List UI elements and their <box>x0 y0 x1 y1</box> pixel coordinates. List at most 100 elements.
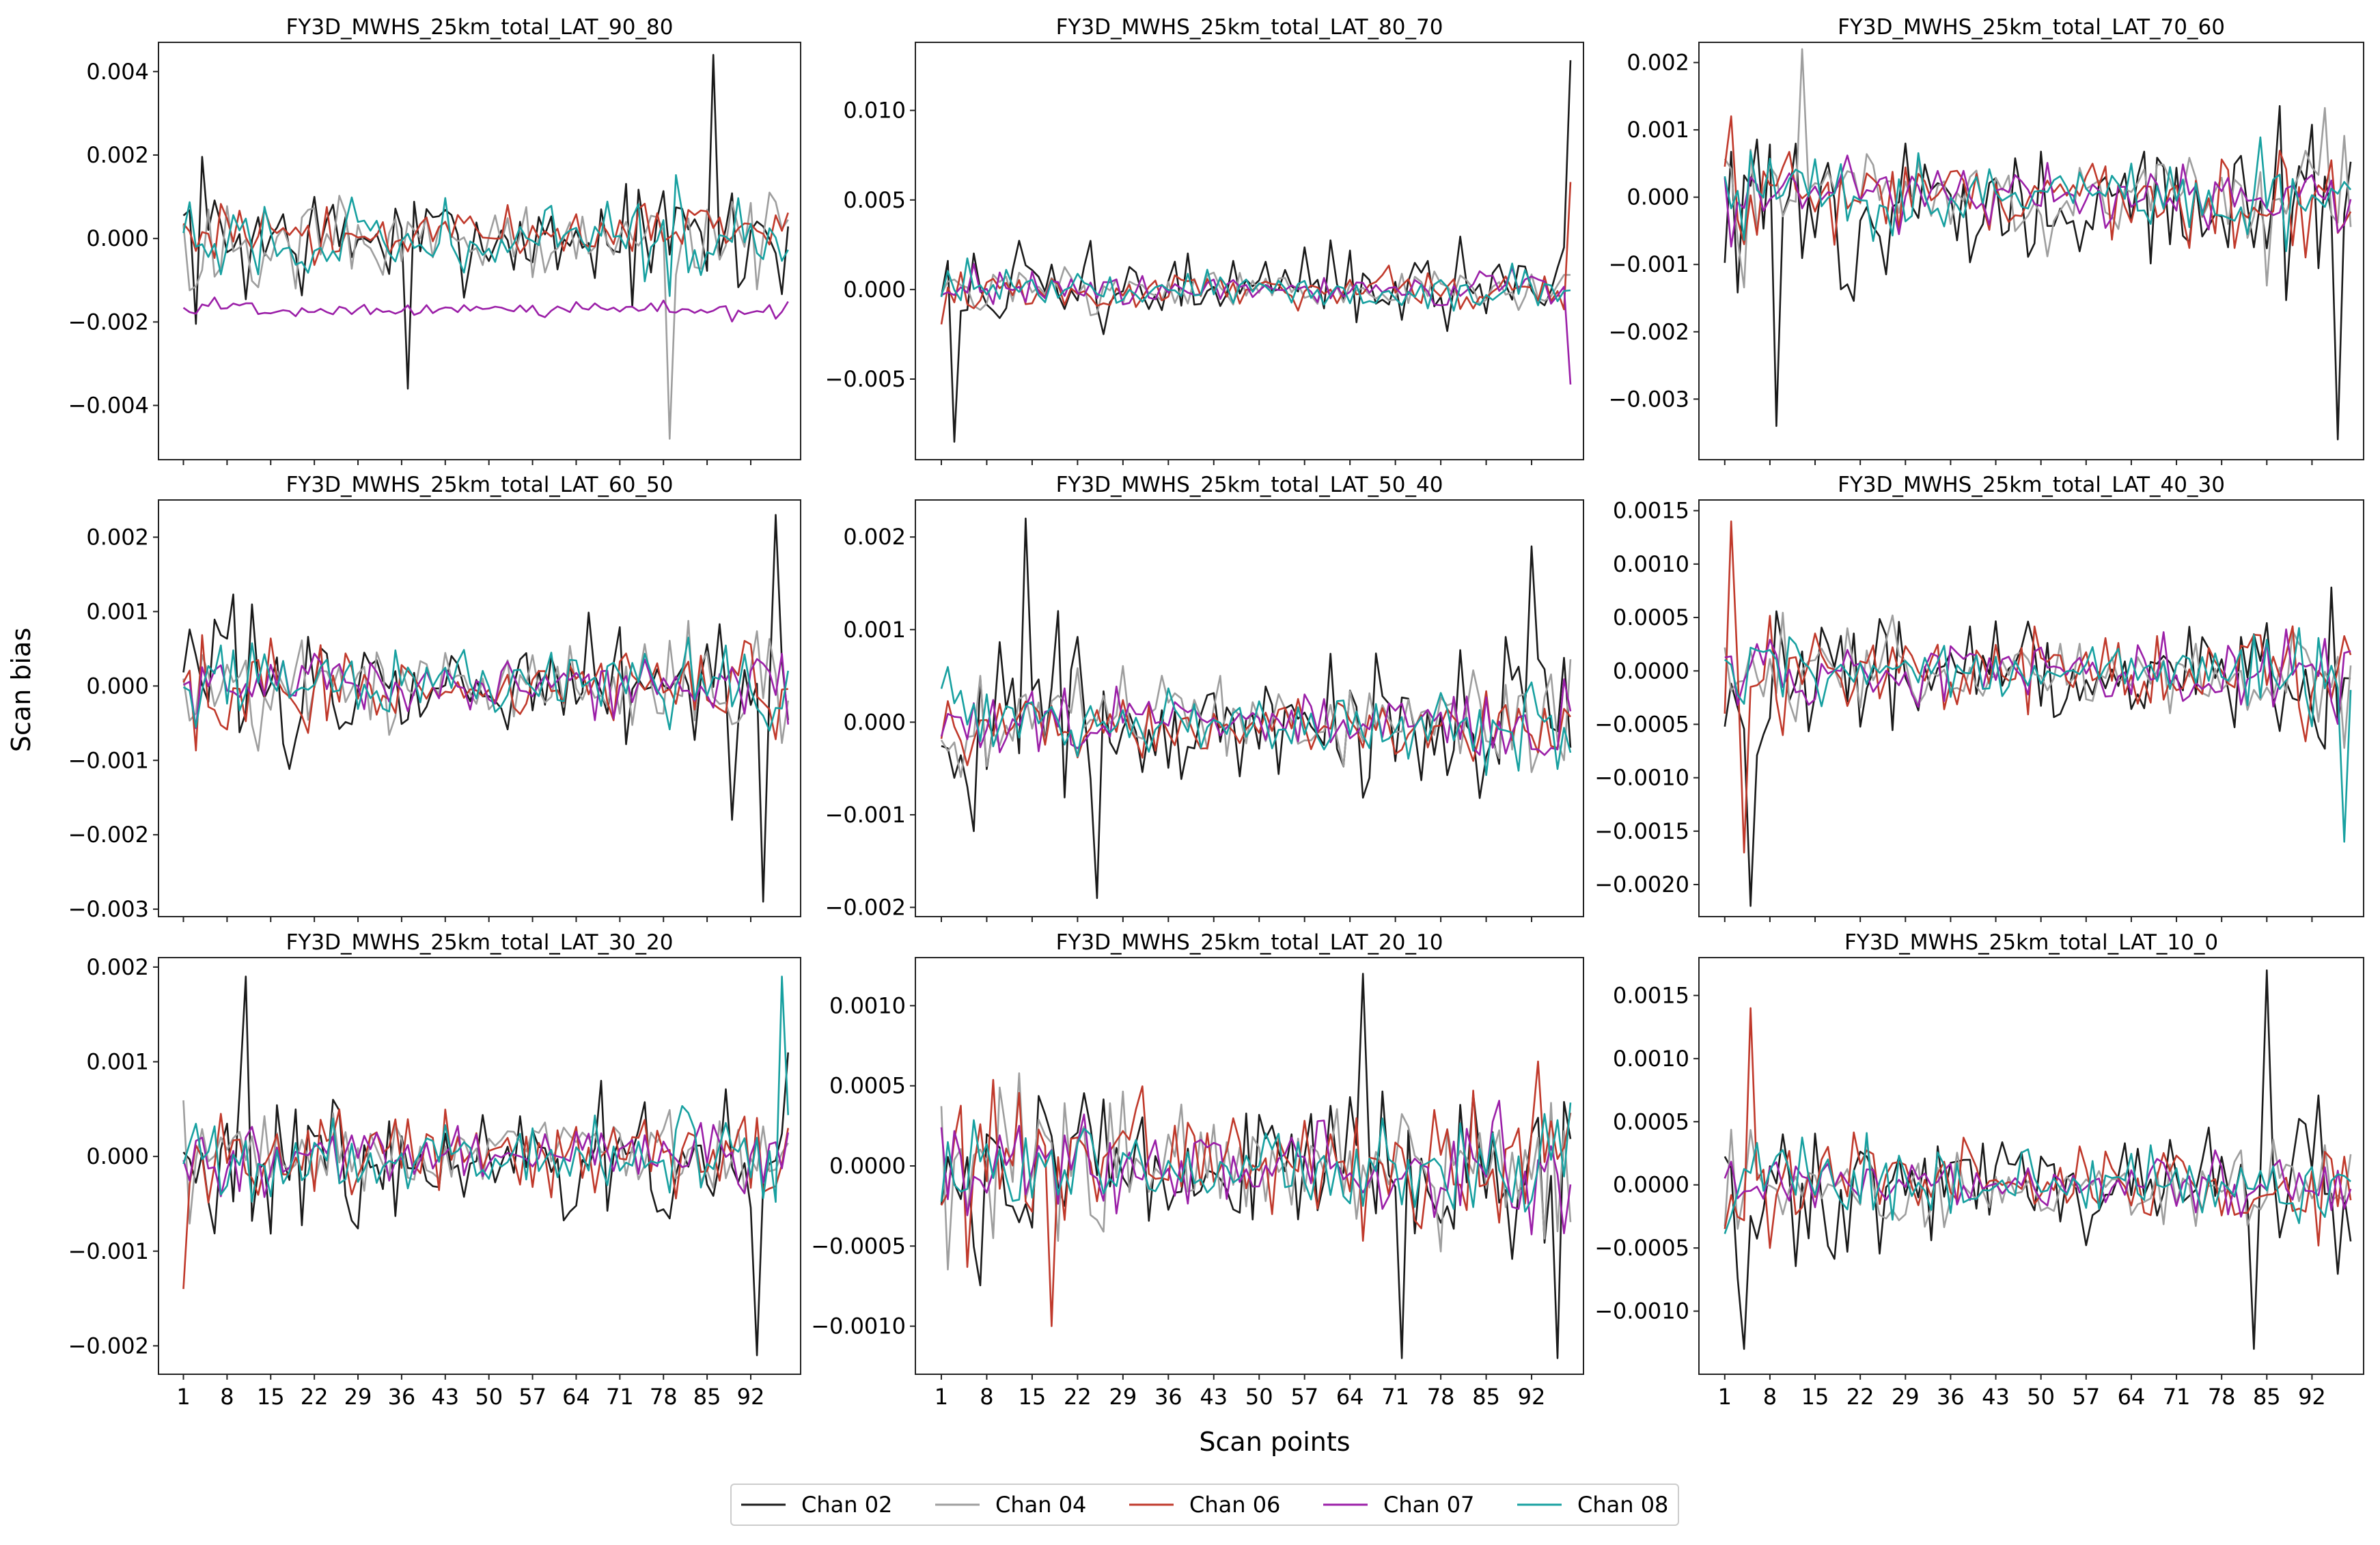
x-tick-label: 1 <box>176 1384 190 1410</box>
y-axis-label: Scan bias <box>6 628 36 752</box>
subplot-title: FY3D_MWHS_25km_total_LAT_40_30 <box>1838 473 2225 497</box>
x-tick-label: 22 <box>1064 1384 1092 1410</box>
y-tick-label: 0.002 <box>86 954 149 980</box>
series-line-chan-08 <box>940 1102 1572 1213</box>
series-line-chan-06 <box>940 690 1572 766</box>
legend-label: Chan 06 <box>1189 1492 1280 1518</box>
series-line-chan-08 <box>182 173 789 297</box>
x-tick-label: 78 <box>2208 1384 2236 1410</box>
x-tick-label: 8 <box>980 1384 993 1410</box>
y-tick-label: 0.000 <box>86 1143 149 1169</box>
x-tick-label: 71 <box>1381 1384 1409 1410</box>
y-tick-label: 0.001 <box>843 617 906 643</box>
x-tick-label: 50 <box>475 1384 503 1410</box>
y-tick-label: 0.0000 <box>1613 658 1689 684</box>
legend-label: Chan 04 <box>995 1492 1086 1518</box>
x-tick-label: 36 <box>1154 1384 1182 1410</box>
series-line-chan-08 <box>1724 136 2352 253</box>
y-tick-label: −0.002 <box>68 309 149 335</box>
subplot-title: FY3D_MWHS_25km_total_LAT_80_70 <box>1056 15 1443 40</box>
subplot-3: FY3D_MWHS_25km_total_LAT_60_50 −0.003 −0.0… <box>68 473 801 922</box>
y-tick-label: 0.0005 <box>1613 604 1689 630</box>
subplot-title: FY3D_MWHS_25km_total_LAT_50_40 <box>1056 473 1443 497</box>
y-tick-label: −0.001 <box>68 747 149 773</box>
y-tick-label: 0.001 <box>86 1049 149 1075</box>
x-tick-label: 43 <box>1200 1384 1228 1410</box>
x-tick-label: 64 <box>562 1384 590 1410</box>
x-tick-label: 1 <box>1718 1384 1732 1410</box>
y-tick-label: 0.001 <box>86 598 149 624</box>
subplot-title: FY3D_MWHS_25km_total_LAT_10_0 <box>1844 930 2218 955</box>
x-tick-label: 22 <box>301 1384 329 1410</box>
x-tick-label: 92 <box>737 1384 765 1410</box>
y-tick-label: 0.0005 <box>829 1073 906 1099</box>
x-tick-label: 36 <box>388 1384 416 1410</box>
y-tick-label: −0.0015 <box>1594 818 1689 844</box>
y-tick-label: 0.000 <box>843 277 906 303</box>
subplot-title: FY3D_MWHS_25km_total_LAT_60_50 <box>286 473 674 497</box>
x-tick-label: 29 <box>1892 1384 1920 1410</box>
x-tick-label: 57 <box>1290 1384 1318 1410</box>
x-tick-label: 43 <box>431 1384 459 1410</box>
series-line-chan-08 <box>940 666 1572 777</box>
y-tick-label: 0.000 <box>86 225 149 251</box>
series-line-chan-07 <box>941 262 1572 385</box>
x-tick-label: 71 <box>606 1384 634 1410</box>
subplot-0: FY3D_MWHS_25km_total_LAT_90_80 −0.004 −0.0… <box>68 15 801 465</box>
x-tick-label: 64 <box>2118 1384 2146 1410</box>
series-line-chan-06 <box>182 1108 789 1290</box>
x-tick-label: 92 <box>2298 1384 2326 1410</box>
y-tick-label: −0.0010 <box>811 1313 906 1339</box>
y-tick-label: 0.001 <box>1627 117 1689 143</box>
subplot-2: FY3D_MWHS_25km_total_LAT_70_60 −0.003 −0.0… <box>1609 15 2364 465</box>
x-tick-label: 43 <box>1982 1384 2010 1410</box>
y-tick-label: −0.0010 <box>1594 765 1689 791</box>
y-tick-label: 0.0000 <box>1613 1172 1689 1198</box>
series-line-chan-06 <box>1724 1007 2352 1249</box>
y-tick-label: −0.0005 <box>811 1233 906 1259</box>
plot-frame <box>915 42 1584 460</box>
x-tick-label: 57 <box>2072 1384 2100 1410</box>
x-tick-label: 29 <box>1109 1384 1137 1410</box>
y-tick-label: 0.0010 <box>829 992 906 1018</box>
y-tick-label: 0.004 <box>86 59 149 85</box>
subplot-grid: FY3D_MWHS_25km_total_LAT_90_80 −0.004 −0.0… <box>68 15 2364 1410</box>
y-tick-label: 0.002 <box>86 524 149 550</box>
series-line-chan-07 <box>182 296 789 323</box>
y-tick-label: 0.0010 <box>1613 551 1689 577</box>
y-tick-label: 0.0010 <box>1613 1046 1689 1072</box>
x-tick-label: 15 <box>1801 1384 1829 1410</box>
x-tick-label: 92 <box>1518 1384 1546 1410</box>
y-tick-label: 0.005 <box>843 187 906 213</box>
plot-frame <box>1698 499 2364 917</box>
series-line-chan-02 <box>940 60 1572 443</box>
series-line-chan-02 <box>182 54 789 390</box>
x-tick-label: 8 <box>220 1384 234 1410</box>
x-tick-label: 50 <box>2027 1384 2055 1410</box>
series-line-chan-07 <box>940 1100 1572 1236</box>
subplot-title: FY3D_MWHS_25km_total_LAT_70_60 <box>1838 15 2225 40</box>
subplot-1: FY3D_MWHS_25km_total_LAT_80_70 −0.005 0.00… <box>825 15 1584 465</box>
plot-frame <box>158 499 801 917</box>
series-line-chan-07 <box>1724 154 2352 248</box>
series-line-chan-07 <box>182 1122 789 1198</box>
x-tick-label: 78 <box>1427 1384 1455 1410</box>
x-tick-label: 15 <box>257 1384 285 1410</box>
legend-frame <box>730 1484 1679 1526</box>
y-tick-label: −0.002 <box>825 894 906 920</box>
y-tick-label: −0.002 <box>68 822 149 848</box>
series-line-chan-06 <box>1724 520 2352 854</box>
y-tick-label: −0.001 <box>68 1238 149 1264</box>
subplot-title: FY3D_MWHS_25km_total_LAT_20_10 <box>1056 930 1443 955</box>
y-tick-label: −0.003 <box>1609 386 1689 412</box>
x-tick-label: 8 <box>1763 1384 1777 1410</box>
y-tick-label: −0.0005 <box>1594 711 1689 737</box>
legend: Chan 02 Chan 04 Chan 06 Chan 07 Chan 08 <box>730 1484 1679 1526</box>
y-tick-label: 0.002 <box>843 524 906 550</box>
y-tick-label: 0.010 <box>843 98 906 124</box>
y-tick-label: 0.000 <box>86 673 149 699</box>
y-tick-label: 0.0005 <box>1613 1109 1689 1135</box>
y-tick-label: −0.003 <box>68 896 149 922</box>
subplot-6: FY3D_MWHS_25km_total_LAT_30_20 −0.002 −0.0… <box>68 930 801 1410</box>
x-tick-label: 85 <box>693 1384 721 1410</box>
